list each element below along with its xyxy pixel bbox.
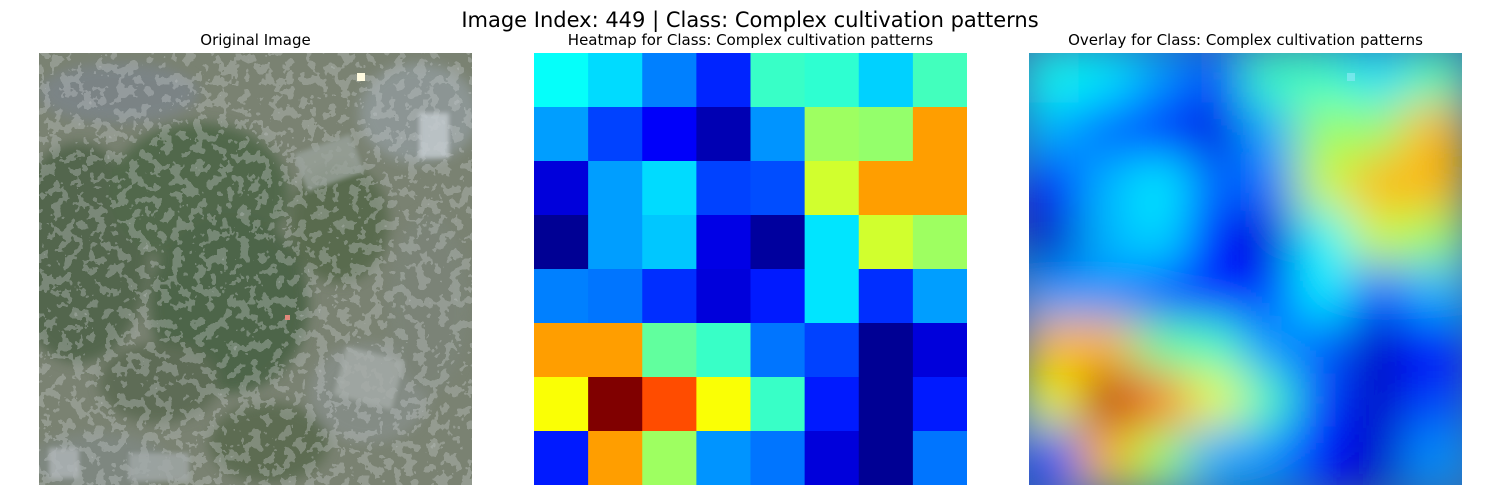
heatmap-cell-r1-c2 (642, 107, 697, 162)
heatmap-grid (534, 53, 967, 485)
heatmap-panel (534, 53, 967, 485)
heatmap-cell-r4-c3 (696, 269, 752, 324)
heatmap-cell-r2-c0 (534, 161, 589, 216)
heatmap-cell-r7-c5 (804, 431, 860, 485)
heatmap-cell-r7-c1 (588, 431, 643, 485)
overlay-image (1029, 53, 1462, 485)
original-image-title: Original Image (200, 31, 311, 49)
heatmap-cell-r6-c3 (696, 377, 752, 432)
heatmap-cell-r4-c2 (642, 269, 697, 324)
heatmap-cell-r5-c1 (588, 323, 643, 378)
heatmap-cell-r3-c1 (588, 215, 643, 270)
heatmap-cell-r3-c7 (912, 215, 967, 270)
heatmap-cell-r3-c6 (858, 215, 914, 270)
heatmap-cell-r0-c5 (804, 53, 860, 108)
heatmap-title: Heatmap for Class: Complex cultivation p… (567, 31, 934, 49)
heatmap-cell-r0-c0 (534, 53, 589, 108)
heatmap-cell-r2-c2 (642, 161, 697, 216)
heatmap-cell-r6-c1 (588, 377, 643, 432)
heatmap-cell-r6-c5 (804, 377, 860, 432)
heatmap-cell-r7-c6 (858, 431, 914, 485)
heatmap-cell-r3-c5 (804, 215, 860, 270)
heatmap-cell-r4-c6 (858, 269, 914, 324)
heatmap-cell-r3-c2 (642, 215, 697, 270)
heatmap-cell-r6-c6 (858, 377, 914, 432)
heatmap-cell-r6-c7 (912, 377, 967, 432)
heatmap-cell-r5-c0 (534, 323, 589, 378)
heatmap-cell-r1-c4 (750, 107, 806, 162)
heatmap-cell-r6-c4 (750, 377, 806, 432)
heatmap-cell-r1-c5 (804, 107, 860, 162)
heatmap-cell-r1-c1 (588, 107, 643, 162)
heatmap-cell-r4-c1 (588, 269, 643, 324)
heatmap-cell-r5-c5 (804, 323, 860, 378)
heatmap-cell-r1-c7 (912, 107, 967, 162)
heatmap-cell-r3-c3 (696, 215, 752, 270)
heatmap-cell-r2-c5 (804, 161, 860, 216)
heatmap-cell-r4-c5 (804, 269, 860, 324)
heatmap-cell-r1-c3 (696, 107, 752, 162)
heatmap-cell-r3-c0 (534, 215, 589, 270)
heatmap-cell-r7-c3 (696, 431, 752, 485)
heatmap-cell-r2-c3 (696, 161, 752, 216)
heatmap-cell-r7-c7 (912, 431, 967, 485)
heatmap-cell-r0-c2 (642, 53, 697, 108)
heatmap-cell-r0-c3 (696, 53, 752, 108)
overlay-panel (1029, 53, 1462, 485)
heatmap-cell-r3-c4 (750, 215, 806, 270)
heatmap-cell-r5-c6 (858, 323, 914, 378)
heatmap-cell-r2-c6 (858, 161, 914, 216)
heatmap-cell-r6-c2 (642, 377, 697, 432)
heatmap-cell-r0-c7 (912, 53, 967, 108)
heatmap-cell-r5-c7 (912, 323, 967, 378)
heatmap-cell-r2-c7 (912, 161, 967, 216)
overlay-title: Overlay for Class: Complex cultivation p… (1068, 31, 1423, 49)
heatmap-cell-r1-c6 (858, 107, 914, 162)
heatmap-cell-r4-c4 (750, 269, 806, 324)
heatmap-cell-r7-c4 (750, 431, 806, 485)
heatmap-cell-r6-c0 (534, 377, 589, 432)
heatmap-cell-r5-c2 (642, 323, 697, 378)
heatmap-cell-r5-c3 (696, 323, 752, 378)
figure-title: Image Index: 449 | Class: Complex cultiv… (461, 8, 1039, 32)
heatmap-cell-r1-c0 (534, 107, 589, 162)
heatmap-cell-r0-c1 (588, 53, 643, 108)
heatmap-cell-r2-c4 (750, 161, 806, 216)
heatmap-cell-r0-c4 (750, 53, 806, 108)
heatmap-cell-r0-c6 (858, 53, 914, 108)
satellite-image (39, 53, 472, 485)
heatmap-cell-r4-c0 (534, 269, 589, 324)
original-image (39, 53, 472, 485)
heatmap-cell-r7-c0 (534, 431, 589, 485)
heatmap-cell-r5-c4 (750, 323, 806, 378)
heatmap-cell-r4-c7 (912, 269, 967, 324)
heatmap-cell-r7-c2 (642, 431, 697, 485)
heatmap-cell-r2-c1 (588, 161, 643, 216)
